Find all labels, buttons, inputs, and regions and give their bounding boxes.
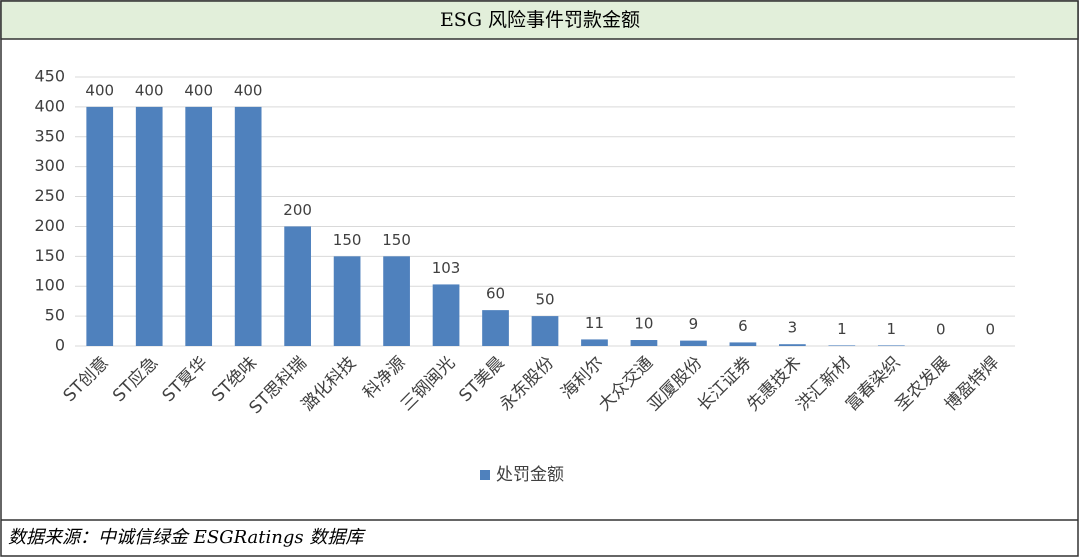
bar (234, 106, 262, 346)
bar (86, 106, 114, 346)
bar (877, 345, 905, 346)
bar (680, 340, 707, 346)
legend-label: 处罚金额 (496, 465, 564, 485)
chart-title: ESG 风险事件罚款金额 (440, 9, 640, 31)
bar (284, 226, 311, 346)
data-label: 11 (585, 314, 604, 332)
bar (383, 256, 410, 346)
bar (482, 310, 509, 346)
bar (432, 284, 460, 346)
y-tick-label: 150 (34, 246, 65, 265)
y-tick-label: 450 (34, 67, 65, 86)
bar (185, 106, 213, 346)
bar (333, 256, 361, 346)
bar (135, 106, 163, 346)
source-note: 数据来源：中诚信绿金 ESGRatings 数据库 (8, 527, 366, 548)
data-label: 6 (738, 317, 748, 335)
bar (729, 342, 757, 346)
data-label: 50 (535, 291, 554, 309)
data-label: 9 (689, 315, 699, 333)
data-label: 10 (634, 315, 653, 333)
data-label: 200 (283, 201, 312, 219)
data-label: 0 (936, 321, 946, 339)
data-label: 3 (788, 319, 798, 337)
data-label: 1 (837, 320, 847, 338)
data-label: 400 (135, 81, 164, 99)
bar (828, 345, 856, 346)
title-bar (0, 0, 1079, 40)
data-label: 60 (486, 285, 505, 303)
bar (630, 340, 658, 346)
y-tick-label: 250 (34, 186, 65, 205)
data-label: 400 (234, 81, 263, 99)
data-label: 0 (985, 321, 995, 339)
data-label: 400 (85, 81, 114, 99)
y-tick-label: 100 (34, 276, 65, 295)
y-tick-label: 0 (55, 336, 65, 355)
y-tick-label: 50 (45, 306, 65, 325)
data-label: 1 (887, 320, 897, 338)
data-label: 400 (184, 81, 213, 99)
data-label: 103 (432, 259, 461, 277)
bar (581, 339, 608, 346)
y-tick-label: 200 (34, 216, 65, 235)
y-tick-label: 300 (34, 156, 65, 175)
legend-swatch (480, 470, 490, 480)
bar (531, 316, 559, 346)
y-tick-label: 400 (34, 96, 65, 115)
y-tick-label: 350 (34, 126, 65, 145)
data-label: 150 (382, 231, 411, 249)
data-label: 150 (333, 231, 362, 249)
bar (779, 344, 806, 346)
